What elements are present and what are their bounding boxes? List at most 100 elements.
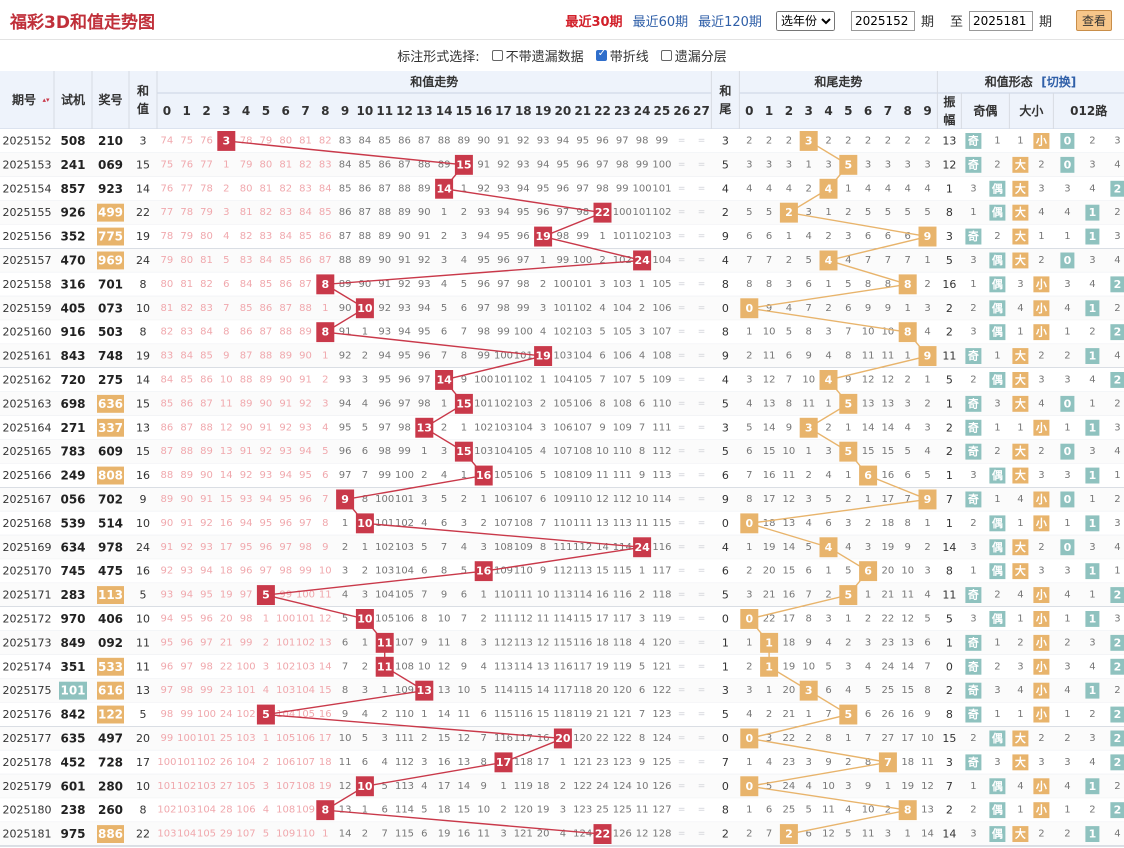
parity-value: 奇 [968,707,979,721]
sum-miss-value: 103 [652,231,671,242]
tail-miss-value: 5 [806,542,812,553]
sum-miss-value: 95 [477,255,490,266]
sum-miss-value: 94 [180,590,193,601]
sum-col-9: 9 [341,104,349,118]
from-issue-input[interactable] [850,10,915,31]
route-miss: 4 [1114,446,1120,457]
route-badge [1110,658,1124,675]
amp-cell: 11 [942,589,956,602]
sum-miss-value: 7 [481,733,487,744]
prize-cell: 886 [98,827,123,841]
range-link-30[interactable]: 最近30期 [565,15,623,30]
sum-miss-value: 116 [573,637,592,648]
sum-miss-value: 3 [639,613,645,624]
sum-miss-value: 98 [378,446,391,457]
sum-miss-value: 9 [639,470,645,481]
issue-cell: 2025154 [3,182,52,195]
route-miss: 3 [1089,255,1095,266]
sum-miss-value: 4 [362,709,368,720]
tail-hit-value: 0 [745,612,753,625]
sum-miss-value: 6 [461,590,467,601]
sum-hit-value: 8 [321,278,329,291]
sum-miss-empty: = [698,518,706,528]
sum-miss-value: 84 [180,351,193,362]
sum-miss-value: 106 [652,303,671,314]
tail-miss-value: 7 [865,733,871,744]
year-select[interactable]: 选年份 [775,10,835,31]
size-badge [1033,802,1050,819]
parity-value: 奇 [968,444,979,458]
query-button[interactable]: 查看 [1075,10,1112,31]
tail-hit-cell [918,489,937,510]
sum-hit-value: 20 [555,732,571,745]
sum-miss-value: 101 [296,613,315,624]
range-link-120[interactable]: 最近120期 [698,15,762,30]
option-miss-layer[interactable]: 遗漏分层 [660,46,727,65]
route-miss: 4 [1114,351,1120,362]
sum-miss-empty: = [678,232,686,242]
sum-miss-value: 103 [494,422,513,433]
sum-miss-value: 3 [322,398,328,409]
sum-miss-value: 89 [398,207,411,218]
to-issue-input[interactable] [968,10,1033,31]
sum-miss-value: 78 [161,231,174,242]
size-value: 小 [1035,635,1047,649]
checkbox-trend-line[interactable] [595,48,607,61]
sum-miss-value: 112 [553,566,572,577]
sum-miss-value: 88 [339,255,352,266]
sum-hit-value: 11 [377,636,392,649]
option-trend-line[interactable]: 带折线 [595,46,649,65]
sum-miss-value: 114 [494,685,513,696]
route-miss: 4 [1114,159,1120,170]
tail-hit-value: 1 [765,636,773,649]
sum-miss-value: 15 [438,733,451,744]
checkbox-miss-layer[interactable] [660,50,672,61]
sum-hit-cell [415,680,434,701]
tail-hit-value: 5 [844,708,852,721]
sum-miss-value: 4 [639,637,645,648]
sum-miss-value: 83 [319,159,332,170]
parity-miss: 2 [970,374,976,385]
route-value: 2 [1114,589,1122,602]
sum-miss-value: 5 [362,422,368,433]
sum-miss-value: 4 [540,327,546,338]
sum-miss-value: 12 [458,733,471,744]
sum-miss-empty: = [678,781,686,791]
sum-miss-value: 117 [514,733,533,744]
sum-col-5: 5 [262,104,270,118]
sum-miss-empty: = [698,255,706,265]
sum-miss-value: 96 [477,279,490,290]
route-value: 1 [1089,828,1097,841]
sum-miss-value: 91 [279,398,292,409]
option-no-miss[interactable]: 不带遗漏数据 [491,46,584,65]
sum-miss-value: 9 [639,757,645,768]
checkbox-no-miss[interactable] [491,50,503,61]
range-link-60[interactable]: 最近60期 [632,15,689,30]
sum-hit-cell [375,632,394,653]
sum-cell: 15 [136,445,150,458]
sum-miss-value: 93 [200,542,213,553]
size-miss: 2 [1017,637,1023,648]
sum-miss-value: 16 [458,829,471,840]
sum-miss-value: 6 [639,685,645,696]
tail-miss-value: 9 [786,422,792,433]
sum-miss-value: 95 [180,613,193,624]
sum-miss-value: 94 [557,135,570,146]
tail-miss-value: 4 [924,590,930,601]
tail-miss-value: 2 [865,518,871,529]
sum-miss-value: 104 [296,685,315,696]
issue-cell: 2025155 [3,206,52,219]
tail-miss-value: 2 [905,135,911,146]
tail-miss-value: 21 [763,590,776,601]
sum-miss-value: 96 [418,351,431,362]
sum-miss-value: 117 [652,566,671,577]
tail-cell: 5 [722,708,729,721]
sum-miss-value: 98 [418,398,431,409]
tail-miss-value: 2 [924,542,930,553]
sum-miss-empty: = [698,471,706,481]
sum-miss-value: 97 [557,207,570,218]
tail-cell: 1 [722,636,729,649]
parity-miss: 2 [994,231,1000,242]
tail-miss-value: 4 [845,685,851,696]
sum-miss-empty: = [698,686,706,696]
